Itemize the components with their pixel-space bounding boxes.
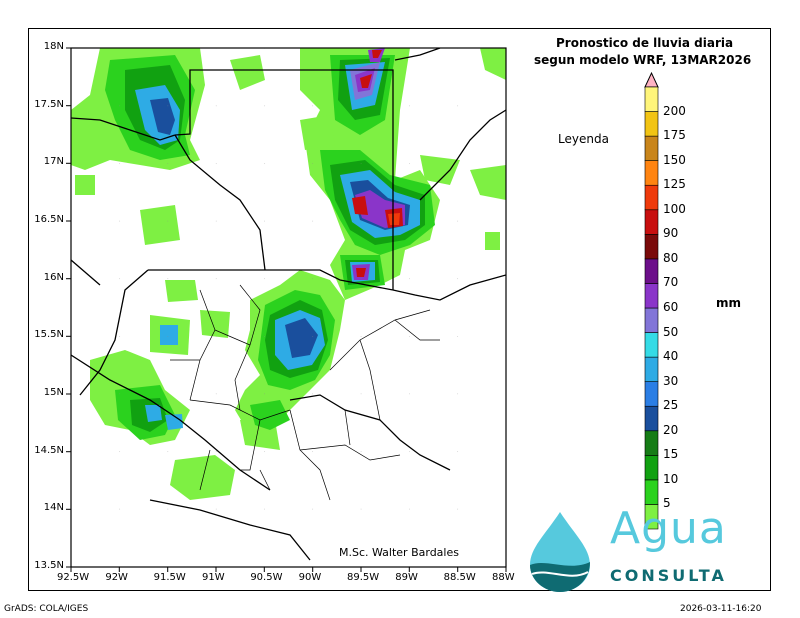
footer-timestamp: 2026-03-11-16:20 [680, 604, 762, 614]
colorbar-label: 70 [663, 275, 679, 290]
axis-ticks [66, 47, 507, 572]
latitude-label: 15N [43, 387, 64, 399]
colorbar-label: 175 [663, 128, 686, 143]
colorbar-swatch [644, 184, 659, 211]
unit-label: mm [716, 296, 742, 310]
latitude-label: 17N [43, 156, 64, 168]
colorbar-swatch [644, 209, 659, 235]
grid-dots [71, 48, 506, 567]
colorbar-label: 90 [663, 226, 679, 241]
colorbar-label: 25 [663, 398, 679, 413]
longitude-label: 90W [298, 572, 322, 583]
author-credit: M.Sc. Walter Bardales [339, 546, 459, 559]
colorbar-label: 15 [663, 447, 679, 462]
footer-software: GrADS: COLA/IGES [4, 604, 89, 614]
colorbar-label: 80 [663, 250, 679, 265]
colorbar-swatch [644, 356, 659, 382]
latitude-label: 16.5N [34, 214, 64, 225]
department-borders [170, 284, 440, 501]
colorbar-swatch [644, 111, 659, 137]
latitude-label: 17.5N [34, 98, 64, 110]
colorbar [644, 71, 659, 530]
longitude-label: 92.5W [57, 572, 90, 583]
colorbar-swatch [644, 160, 659, 186]
colorbar-swatch [644, 86, 659, 112]
colorbar-label: 125 [663, 177, 686, 192]
colorbar-arrow [644, 71, 659, 88]
colorbar-label: 40 [663, 349, 679, 364]
longitude-label: 90.5W [250, 572, 283, 583]
longitude-label: 88W [491, 572, 515, 583]
latitude-label: 16N [43, 271, 64, 283]
colorbar-swatch [644, 135, 659, 161]
longitude-label: 88.5W [443, 572, 476, 583]
figure-frame [28, 28, 771, 591]
colorbar-swatch [644, 430, 659, 456]
longitude-label: 91.5W [153, 572, 186, 583]
longitude-label: 89.5W [346, 572, 380, 583]
colorbar-label: 100 [663, 201, 686, 216]
latitude-label: 13.5N [34, 560, 64, 572]
map-border [70, 47, 507, 568]
colorbar-swatch [644, 258, 659, 284]
brand-subtitle: CONSULTA [610, 566, 727, 585]
map-title-line1: Pronostico de lluvia diaria [556, 36, 734, 50]
colorbar-swatch [644, 479, 659, 505]
colorbar-swatch [644, 234, 659, 260]
brand-name: Agua [610, 503, 727, 554]
colorbar-label: 10 [663, 471, 679, 486]
colorbar-label: 200 [663, 103, 686, 118]
colorbar-label: 150 [663, 152, 686, 167]
latitude-label: 14.5N [34, 444, 64, 456]
latitude-label: 18N [43, 41, 64, 52]
longitude-label: 91W [201, 572, 225, 583]
colorbar-swatch [644, 283, 659, 309]
latitude-label: 14N [43, 502, 64, 514]
latitude-label: 15.5N [34, 329, 64, 341]
map-title-line2: segun modelo WRF, 13MAR2026 [534, 53, 752, 67]
colorbar-swatch [644, 307, 659, 333]
colorbar-label: 50 [663, 324, 679, 339]
colorbar-label: 30 [663, 373, 679, 388]
colorbar-swatch [644, 381, 659, 407]
longitude-label: 92W [105, 572, 128, 583]
colorbar-swatch [644, 455, 659, 481]
agua-drop-logo [530, 512, 590, 592]
colorbar-label: 60 [663, 300, 679, 314]
legend-title: Leyenda [558, 132, 609, 146]
colorbar-label: 20 [663, 422, 679, 437]
colorbar-label: 5 [663, 496, 671, 511]
colorbar-swatch [644, 405, 659, 432]
colorbar-swatch [644, 332, 659, 358]
longitude-label: 89W [395, 572, 418, 583]
